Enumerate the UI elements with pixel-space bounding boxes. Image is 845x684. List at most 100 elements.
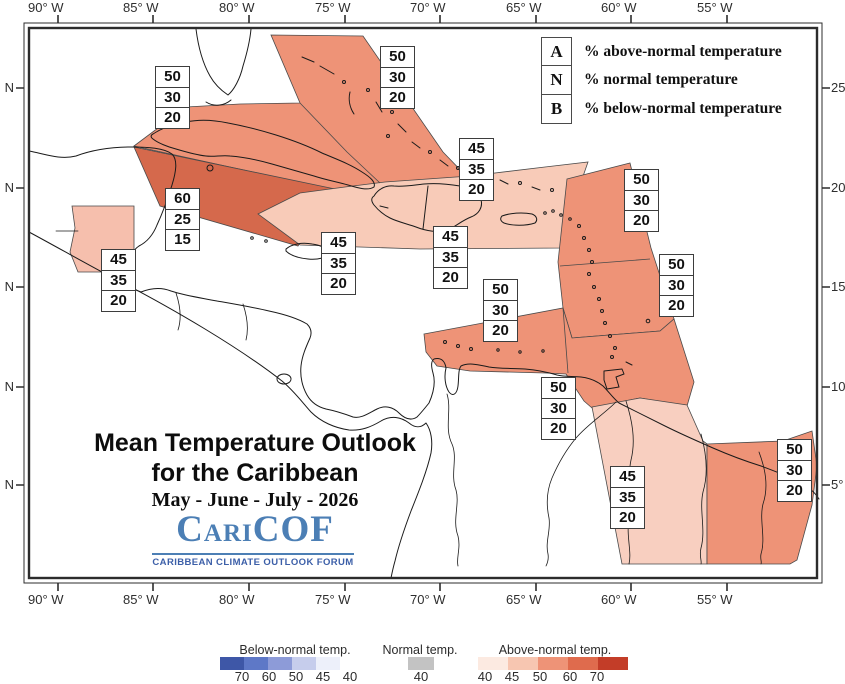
scale-value: 40 [342,669,358,684]
scale-swatch [478,657,508,670]
lat-label: N [4,80,14,95]
scale-value: 50 [532,669,548,684]
region-label-bahamas: 50 30 20 [380,46,415,109]
lon-label: 75° W [315,0,351,15]
scale-value: 50 [288,669,304,684]
logo-letters: ARI [203,520,253,547]
lon-label: 85° W [123,0,159,15]
scale-value: 40 [477,669,493,684]
key-row-normal: N % normal temperature [541,65,782,96]
key-label-above: % above-normal temperature [584,43,782,60]
pacific-coast [28,231,433,579]
lake-nicaragua [276,373,292,385]
lon-label: 70° W [410,592,446,607]
region-label-turks-caicos: 45 35 20 [459,138,494,201]
florida-keys [205,99,232,106]
region-label-belize: 45 35 20 [101,249,136,312]
region-label-french-guiana: 50 30 20 [777,439,812,502]
region-hispaniola-band-45 [257,161,589,250]
lat-label: 10 [831,379,845,394]
lon-label: 60° W [601,592,637,607]
lon-label: 65° W [506,0,542,15]
lon-label: 90° W [28,0,64,15]
lesser-antilles-islands [543,209,651,359]
key-label-below: % below-normal temperature [584,99,782,117]
isle-of-youth [206,164,214,172]
caricof-logo: CARICOF [40,508,470,559]
scale-value: 45 [315,669,331,684]
map-frame [16,15,830,591]
region-label-trinidad-venezuela: 50 30 20 [541,377,576,440]
map-title-line1: Mean Temperature Outlook [94,429,416,457]
scale-value: 45 [504,669,520,684]
key-letter-a: A [541,37,572,67]
below-normal-scale-title: Below-normal temp. [239,643,351,657]
key-row-below: B % below-normal temperature [541,93,782,124]
below-normal-scale [220,657,340,670]
key-letter-b: B [541,93,572,124]
region-label-cayman-southwest-cuba: 60 25 15 [165,188,200,251]
florida-coast [195,28,252,96]
above-normal-scale [478,657,628,670]
key-label-normal: % normal temperature [584,71,738,89]
logo-letter: C [176,509,204,550]
scale-swatch [538,657,568,670]
map-title-line2: for the Caribbean [151,459,359,487]
abc-islands-dots [443,340,545,354]
lon-label: 90° W [28,592,64,607]
scale-swatch [316,657,340,670]
scale-value: 70 [234,669,250,684]
region-label-leeward-islands: 50 30 20 [624,169,659,232]
scale-swatch [220,657,244,670]
cayman-islands [250,236,268,243]
region-label-hispaniola-puerto-rico: 45 35 20 [433,226,468,289]
scale-value: 40 [413,669,429,684]
scale-value: 60 [562,669,578,684]
scale-value: 70 [589,669,605,684]
scale-swatch [408,657,434,670]
scale-swatch [598,657,628,670]
lat-label: N [4,477,14,492]
lon-label: 55° W [697,592,733,607]
lon-label: 85° W [123,592,159,607]
hispaniola-coast [371,183,482,232]
caricof-logo-subtitle: CARIBBEAN CLIMATE OUTLOOK FORUM [152,553,354,568]
key-letter-n: N [541,65,572,96]
map-title-period: May - June - July - 2026 [151,489,359,511]
lon-label: 80° W [219,592,255,607]
axis-ticks [16,15,830,591]
trinidad-coast [603,361,633,390]
lat-label: N [4,180,14,195]
lat-label: 25 [831,80,845,95]
normal-scale [408,657,434,670]
haiti-dr-border [379,185,429,230]
lat-label: 20 [831,180,845,195]
scale-swatch [568,657,598,670]
puerto-rico-coast [500,212,538,226]
scale-swatch [244,657,268,670]
normal-scale-title: Normal temp. [382,643,458,657]
region-label-abc-islands: 50 30 20 [483,279,518,342]
region-label-jamaica: 45 35 20 [321,232,356,295]
probability-key: A % above-normal temperature N % normal … [541,37,782,124]
lon-label: 60° W [601,0,637,15]
scale-swatch [508,657,538,670]
lat-label: 15 [831,279,845,294]
lat-label: N [4,279,14,294]
scale-swatch [268,657,292,670]
region-label-guyana-suriname: 45 35 20 [610,466,645,529]
lon-label: 75° W [315,592,351,607]
region-subdivision-lines [299,102,651,374]
lat-label: N [4,379,14,394]
lon-label: 80° W [219,0,255,15]
region-label-windward-islands: 50 30 20 [659,254,694,317]
forecast-regions [69,34,818,565]
lon-label: 55° W [697,0,733,15]
scale-swatch [292,657,316,670]
lat-label: 5° [831,477,844,492]
logo-letters: COF [252,509,334,550]
key-row-above: A % above-normal temperature [541,37,782,67]
lon-label: 65° W [506,592,542,607]
